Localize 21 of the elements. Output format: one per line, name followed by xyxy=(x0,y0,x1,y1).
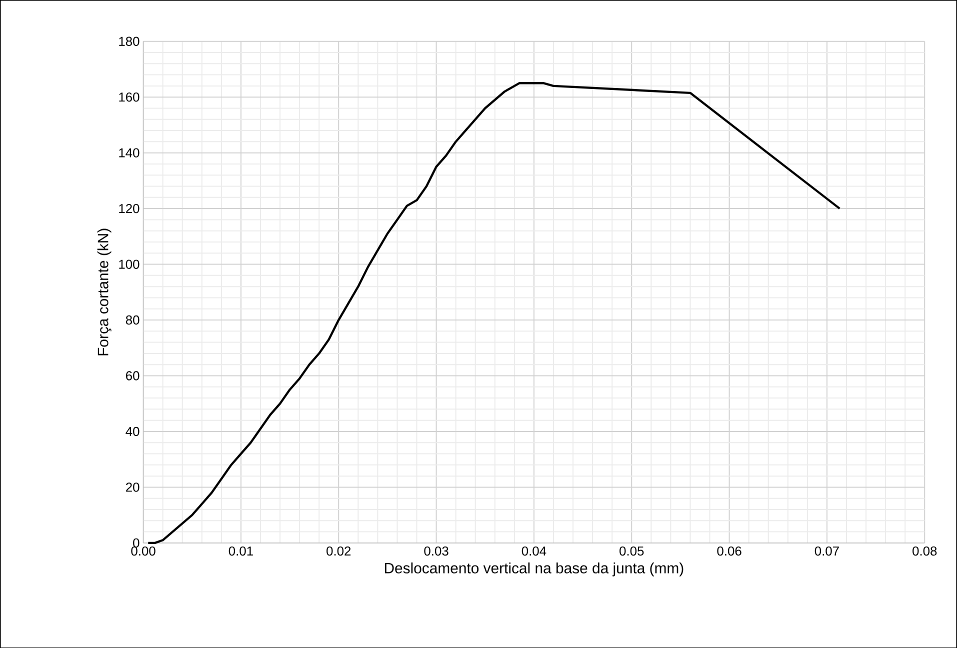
y-tick-label: 0 xyxy=(133,538,140,548)
y-axis-title: Força cortante (kN) xyxy=(97,228,112,356)
x-axis-title: Deslocamento vertical na base da junta (mm) xyxy=(384,562,684,576)
y-tick-label: 40 xyxy=(126,426,140,436)
y-tick-label: 180 xyxy=(119,36,140,46)
x-tick-label: 0.02 xyxy=(326,546,351,556)
x-tick-label: 0.06 xyxy=(717,546,742,556)
x-tick-label: 0.04 xyxy=(522,546,546,556)
x-tick-label: 0.07 xyxy=(814,546,839,556)
y-tick-label: 80 xyxy=(126,315,140,324)
y-tick-label: 100 xyxy=(119,260,140,269)
y-tick-label: 120 xyxy=(119,204,140,214)
x-tick-label: 0.00 xyxy=(131,546,156,556)
x-tick-label: 0.01 xyxy=(228,546,253,556)
y-tick-label: 20 xyxy=(126,482,140,492)
x-tick-label: 0.03 xyxy=(424,546,448,556)
y-tick-label: 60 xyxy=(126,371,140,380)
x-tick-label: 0.08 xyxy=(912,546,937,556)
y-tick-label: 160 xyxy=(119,92,140,102)
x-tick-label: 0.05 xyxy=(620,546,644,556)
y-tick-label: 140 xyxy=(119,148,140,158)
